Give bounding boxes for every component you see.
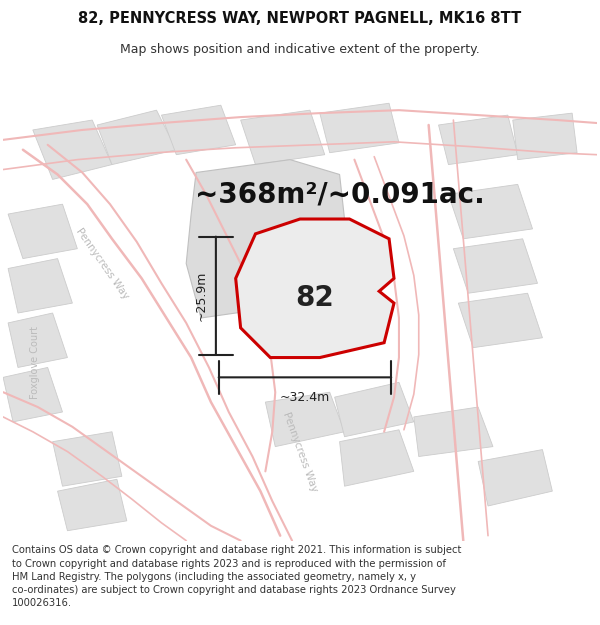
Polygon shape — [236, 219, 394, 358]
Text: ~25.9m: ~25.9m — [195, 271, 208, 321]
Polygon shape — [58, 479, 127, 531]
Polygon shape — [186, 159, 349, 318]
Polygon shape — [241, 110, 325, 164]
Polygon shape — [340, 430, 414, 486]
Polygon shape — [439, 115, 518, 164]
Text: 82, PENNYCRESS WAY, NEWPORT PAGNELL, MK16 8TT: 82, PENNYCRESS WAY, NEWPORT PAGNELL, MK1… — [79, 11, 521, 26]
Polygon shape — [3, 368, 62, 422]
Polygon shape — [97, 110, 176, 164]
Polygon shape — [8, 204, 77, 259]
Polygon shape — [33, 120, 112, 179]
Polygon shape — [454, 239, 538, 293]
Text: Pennycress Way: Pennycress Way — [74, 226, 130, 301]
Polygon shape — [161, 105, 236, 154]
Polygon shape — [414, 407, 493, 456]
Text: Pennycress Way: Pennycress Way — [281, 410, 319, 493]
Polygon shape — [478, 449, 553, 506]
Polygon shape — [53, 432, 122, 486]
Polygon shape — [8, 313, 67, 368]
Text: Contains OS data © Crown copyright and database right 2021. This information is : Contains OS data © Crown copyright and d… — [12, 545, 461, 608]
Polygon shape — [513, 113, 577, 159]
Polygon shape — [458, 293, 542, 348]
Text: Foxglove Court: Foxglove Court — [30, 326, 40, 399]
Polygon shape — [265, 392, 344, 447]
Polygon shape — [448, 184, 533, 239]
Polygon shape — [320, 103, 399, 152]
Polygon shape — [8, 259, 73, 313]
Text: Map shows position and indicative extent of the property.: Map shows position and indicative extent… — [120, 44, 480, 56]
Text: ~368m²/~0.091ac.: ~368m²/~0.091ac. — [195, 180, 484, 208]
Text: 82: 82 — [295, 284, 334, 312]
Polygon shape — [335, 382, 414, 437]
Text: ~32.4m: ~32.4m — [280, 391, 330, 404]
